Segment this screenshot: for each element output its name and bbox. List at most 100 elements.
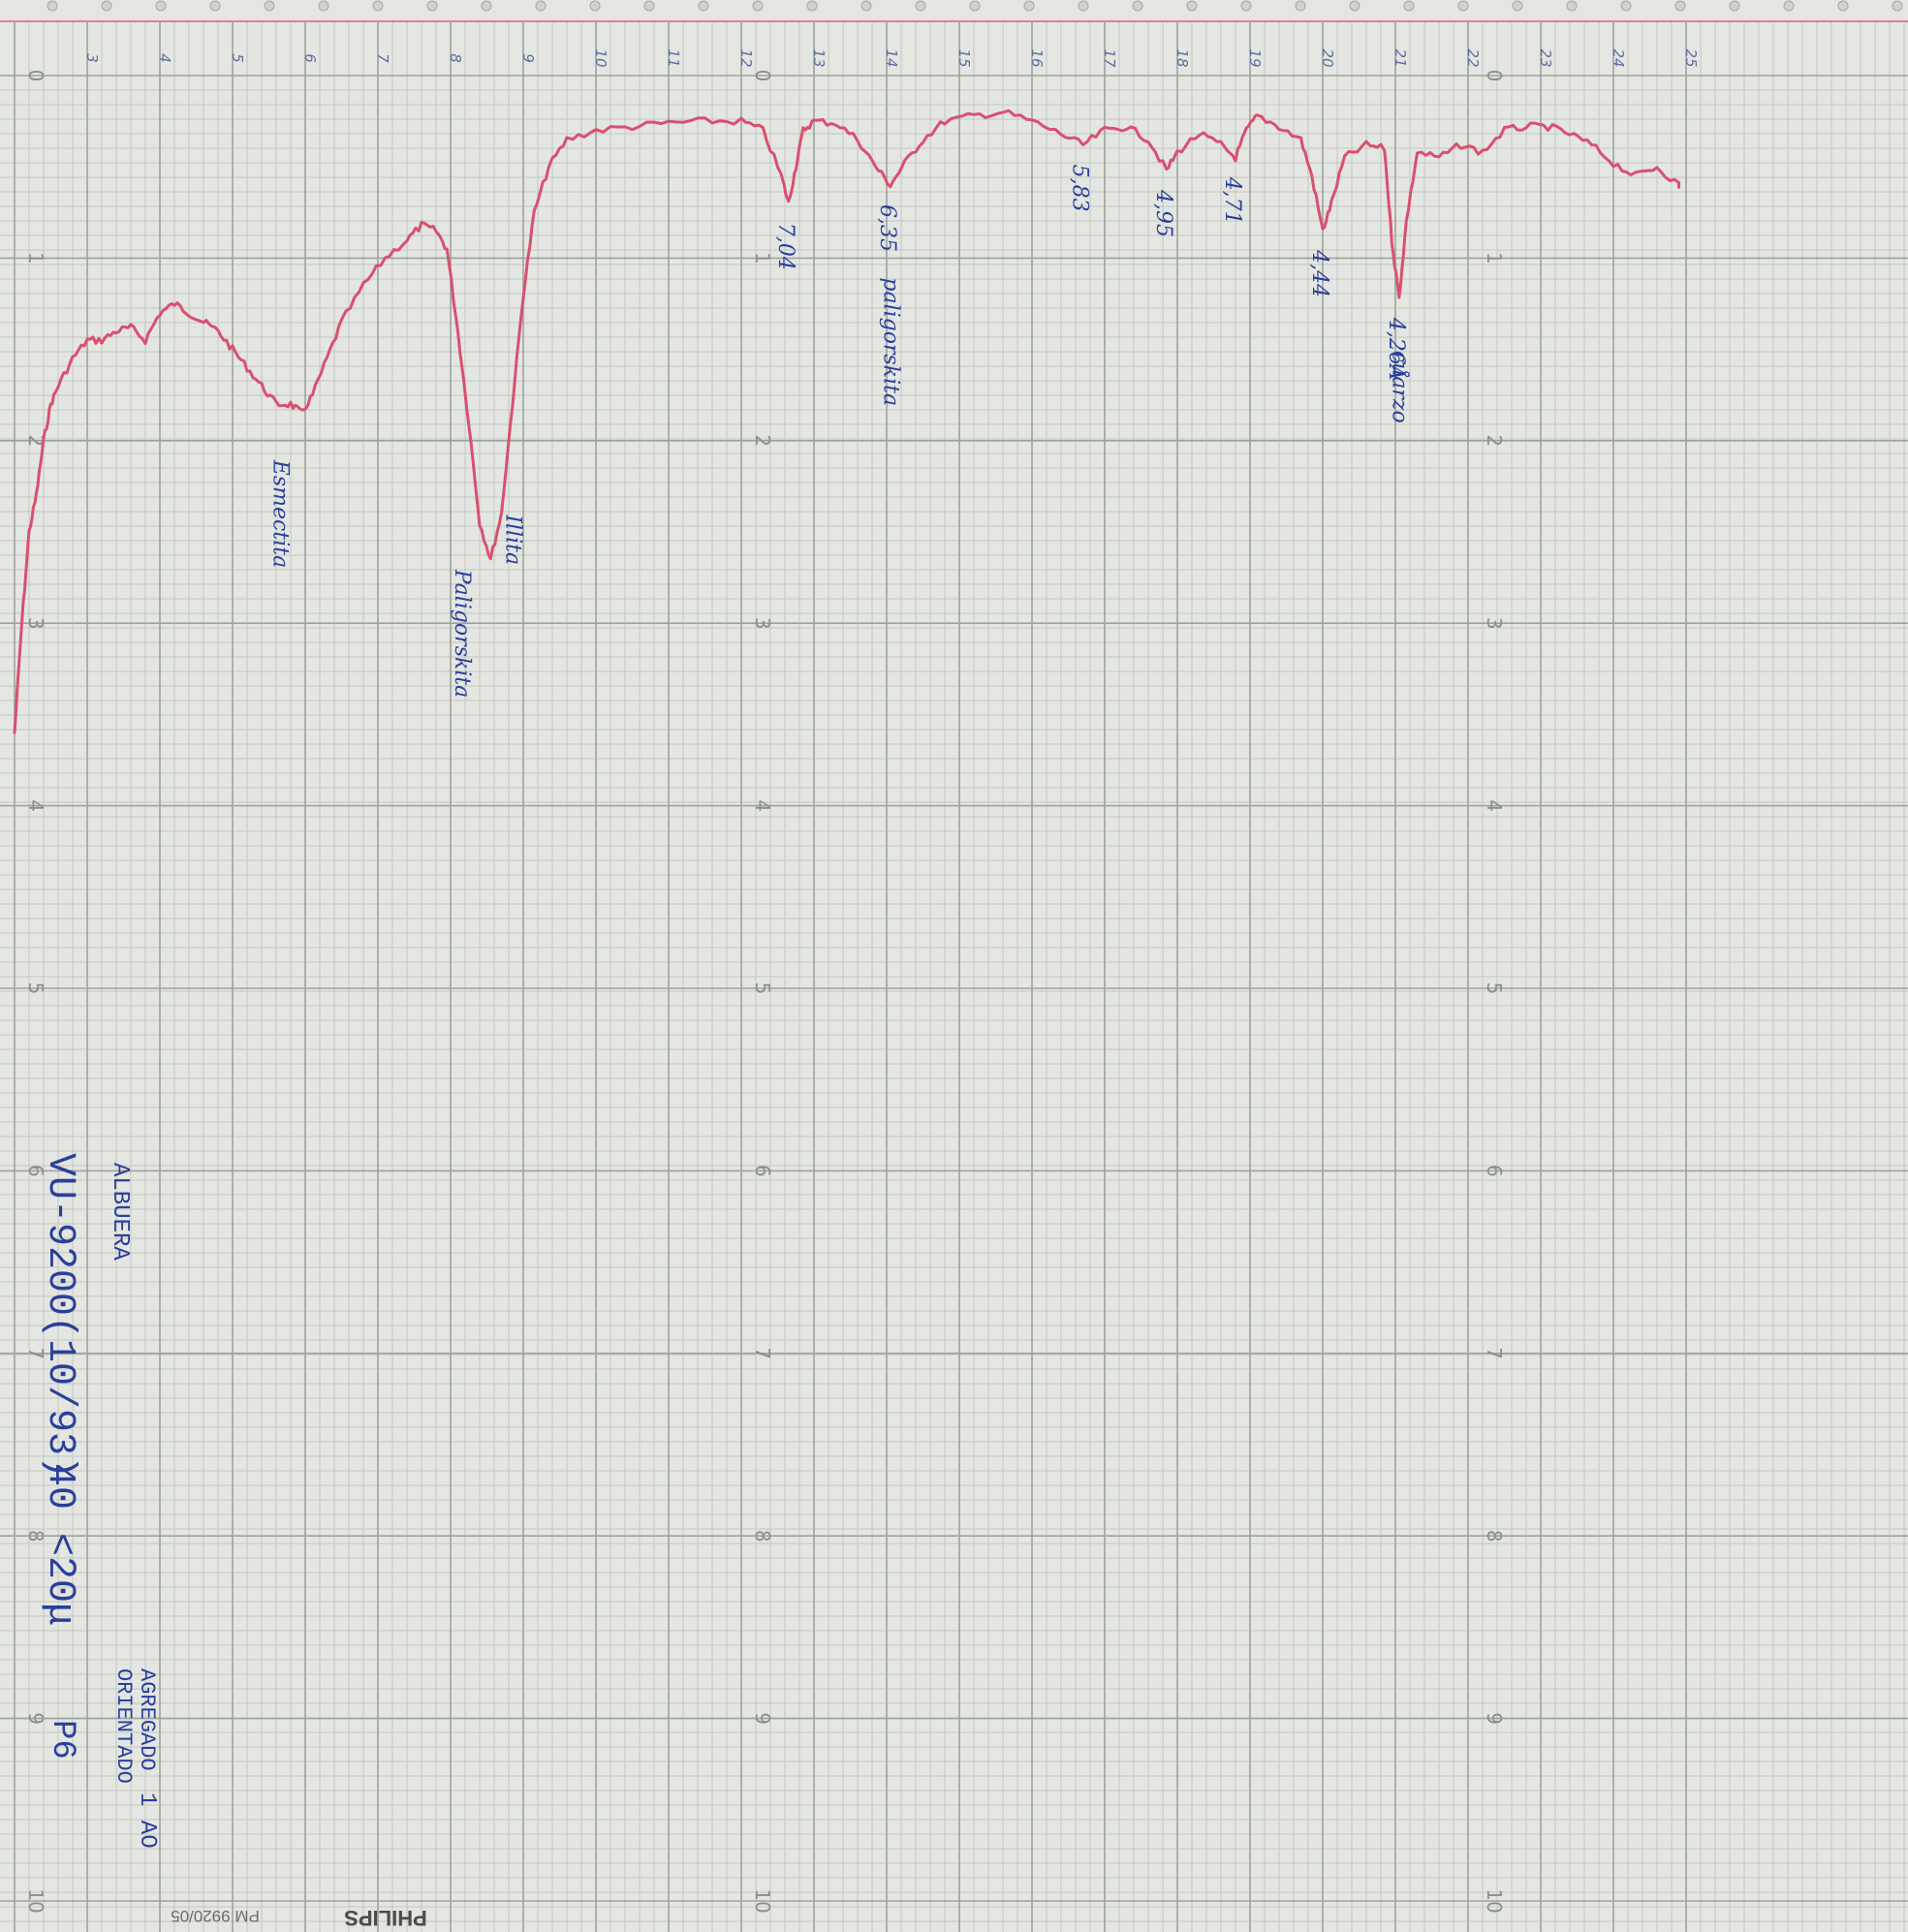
sprocket-hole (1349, 0, 1361, 12)
chart-scale-tick-label: 6 (1483, 1165, 1506, 1177)
chart-scale-tick-label: 3 (24, 617, 47, 630)
angle-scale-tick-label: 21 (1392, 48, 1409, 67)
sprocket-hole (1892, 0, 1903, 12)
angle-scale-tick-label: 18 (1173, 48, 1191, 67)
sprocket-hole (1132, 0, 1143, 12)
sprocket-hole (698, 0, 709, 12)
sprocket-hole (101, 0, 112, 12)
angle-scale-tick-label: 5 (229, 53, 246, 63)
sprocket-hole (752, 0, 764, 12)
mineral-annotation: Paligorskita (450, 569, 474, 698)
angle-scale-tick-label: 8 (447, 53, 464, 63)
peak-annotation: 6,35 (875, 204, 899, 252)
diffraction-trace (13, 109, 1680, 734)
sprocket-hole (1295, 0, 1306, 12)
sprocket-hole (426, 0, 438, 12)
angle-scale-tick-label: 15 (955, 48, 973, 67)
chart-scale-tick-label: 8 (751, 1530, 774, 1542)
sprocket-hole (1240, 0, 1252, 12)
sample-locality: ALBUERA (107, 1163, 133, 1261)
angle-scale-labels: 3 4 5 6 7 8 9 10 11 12 13 14 15 16 17 18 19 20 21 22 23 24 25 (83, 48, 1700, 68)
sprocket-hole (318, 0, 329, 12)
chart-scale-tick-label: 8 (1483, 1530, 1506, 1542)
sprocket-hole (643, 0, 655, 12)
sprocket-hole (1729, 0, 1740, 12)
chart-scale-tick-label: 4 (1483, 799, 1506, 812)
sprocket-hole (1403, 0, 1415, 12)
sprocket-hole (1078, 0, 1089, 12)
angle-scale-tick-label: 20 (1319, 48, 1336, 67)
chart-scale-tick-label: 1 (24, 252, 47, 265)
angle-scale-tick-label: 14 (883, 48, 900, 67)
sprocket-hole (1783, 0, 1795, 12)
chart-scale-tick-label: 3 (751, 617, 774, 630)
peak-annotation: 4,71 (1220, 176, 1244, 225)
prep-line-2: ORIENTADO (111, 1668, 136, 1784)
peak-annotation: 4,44 (1307, 249, 1331, 297)
angle-scale-tick-label: 4 (156, 53, 173, 63)
chart-scale-tick-label: 7 (24, 1347, 47, 1359)
chart-scale-tick-label: 3 (1483, 617, 1506, 630)
sprocket-hole (209, 0, 221, 12)
peak-annotations: 7,04 6,35 5,83 4,95 4,71 4,44 4,26Å (773, 165, 1411, 381)
angle-scale-tick-label: 3 (83, 53, 101, 63)
paper-brand-block: PHILIPS PM 9920/05 (171, 1906, 427, 1930)
prep-suffix: 1 AO (134, 1792, 160, 1849)
angle-scale-tick-label: 12 (737, 48, 755, 67)
chart-scale-tick-label: 0 (1483, 70, 1506, 82)
mineral-annotation: Esmectita (268, 459, 293, 568)
peak-annotation: 5,83 (1068, 165, 1092, 212)
sample-code: VU-9200(10/93) (38, 1153, 81, 1479)
angle-scale-tick-label: 22 (1464, 48, 1482, 67)
angle-scale-tick-label: 6 (301, 53, 319, 63)
chart-scale-tick-label: 0 (751, 70, 774, 82)
chart-scale-tick-label: 1 (1483, 252, 1506, 265)
grid-major (0, 21, 1908, 1932)
angle-scale-tick-label: 11 (665, 48, 682, 67)
angle-scale-tick-label: 23 (1537, 48, 1554, 67)
chart-scale-tick-label: 2 (751, 434, 774, 447)
sprocket-hole (372, 0, 384, 12)
angle-scale-tick-label: 7 (374, 53, 391, 63)
chart-scale-tick-label: 9 (751, 1712, 774, 1725)
sprocket-hole (1023, 0, 1035, 12)
peak-annotation: 7,04 (773, 223, 798, 270)
sprocket-hole (264, 0, 275, 12)
chart-scale-tick-label: 5 (24, 982, 47, 995)
angle-scale-tick-label: 16 (1028, 48, 1046, 67)
sprocket-hole (1674, 0, 1686, 12)
angle-scale-tick-label: 24 (1610, 48, 1627, 67)
sprocket-hole (155, 0, 167, 12)
sprocket-hole (969, 0, 981, 12)
chart-scale-tick-label: 5 (751, 982, 774, 995)
paper-brand: PHILIPS (344, 1906, 427, 1930)
chart-scale-tick-label: 4 (751, 799, 774, 812)
sprocket-hole (589, 0, 601, 12)
chart-scale-tick-label: 7 (751, 1347, 774, 1359)
chart-scale-tick-label: 2 (1483, 434, 1506, 447)
chart-scale-tick-label: 10 (751, 1888, 774, 1913)
sample-label-block: ALBUERA VU-9200(10/93) 40 <20μ P6 AGREGA… (38, 1153, 160, 1849)
angle-scale-tick-label: 10 (592, 48, 610, 67)
sample-tag: P6 (44, 1720, 80, 1760)
chart-scale-tick-label: 6 (24, 1165, 47, 1177)
grid-minor (0, 21, 1908, 1932)
sprocket-hole (1837, 0, 1849, 12)
chart-scale-tick-label: 9 (1483, 1712, 1506, 1725)
angle-scale-tick-label: 19 (1246, 48, 1264, 67)
chart-scale-tick-label: 10 (24, 1888, 47, 1913)
angle-scale-tick-label: 25 (1682, 48, 1700, 67)
chart-scale-tick-label: 1 (751, 252, 774, 265)
sprocket-hole (1512, 0, 1523, 12)
chart-scale-tick-label: 9 (24, 1712, 47, 1725)
angle-scale-tick-label: 9 (519, 53, 537, 63)
sprocket-hole (1620, 0, 1632, 12)
sprocket-hole (860, 0, 872, 12)
mineral-annotation: cuarzo (1388, 351, 1412, 423)
chart-scale-tick-label: 6 (751, 1165, 774, 1177)
sprocket-hole (1186, 0, 1198, 12)
sprocket-hole (1566, 0, 1578, 12)
